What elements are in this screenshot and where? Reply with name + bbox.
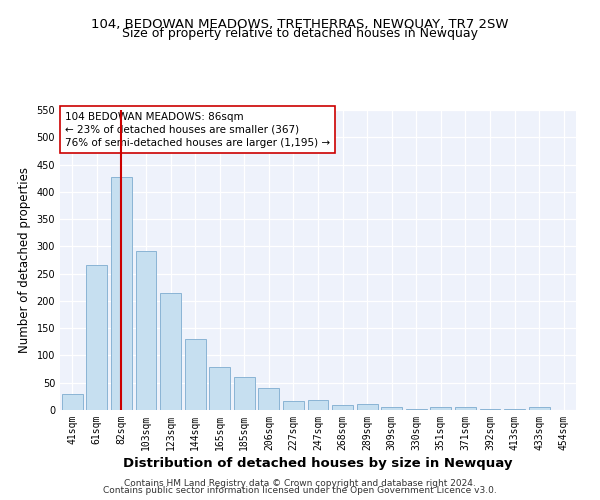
Bar <box>356 404 377 410</box>
Bar <box>111 177 132 410</box>
Y-axis label: Number of detached properties: Number of detached properties <box>18 167 31 353</box>
Bar <box>136 250 157 410</box>
Bar <box>504 409 525 410</box>
Bar <box>283 402 304 410</box>
Bar <box>62 394 83 410</box>
Bar <box>406 409 427 410</box>
Bar <box>86 266 107 410</box>
Bar <box>430 408 451 410</box>
Text: Contains HM Land Registry data © Crown copyright and database right 2024.: Contains HM Land Registry data © Crown c… <box>124 478 476 488</box>
Bar <box>479 409 500 410</box>
X-axis label: Distribution of detached houses by size in Newquay: Distribution of detached houses by size … <box>123 457 513 470</box>
Bar <box>234 378 255 410</box>
Text: 104 BEDOWAN MEADOWS: 86sqm
← 23% of detached houses are smaller (367)
76% of sem: 104 BEDOWAN MEADOWS: 86sqm ← 23% of deta… <box>65 112 330 148</box>
Bar <box>381 408 402 410</box>
Bar <box>209 368 230 410</box>
Bar <box>185 339 206 410</box>
Text: Contains public sector information licensed under the Open Government Licence v3: Contains public sector information licen… <box>103 486 497 495</box>
Bar <box>332 405 353 410</box>
Bar <box>308 400 328 410</box>
Text: 104, BEDOWAN MEADOWS, TRETHERRAS, NEWQUAY, TR7 2SW: 104, BEDOWAN MEADOWS, TRETHERRAS, NEWQUA… <box>91 18 509 30</box>
Bar <box>455 408 476 410</box>
Bar <box>259 388 280 410</box>
Text: Size of property relative to detached houses in Newquay: Size of property relative to detached ho… <box>122 28 478 40</box>
Bar <box>529 408 550 410</box>
Bar <box>160 292 181 410</box>
